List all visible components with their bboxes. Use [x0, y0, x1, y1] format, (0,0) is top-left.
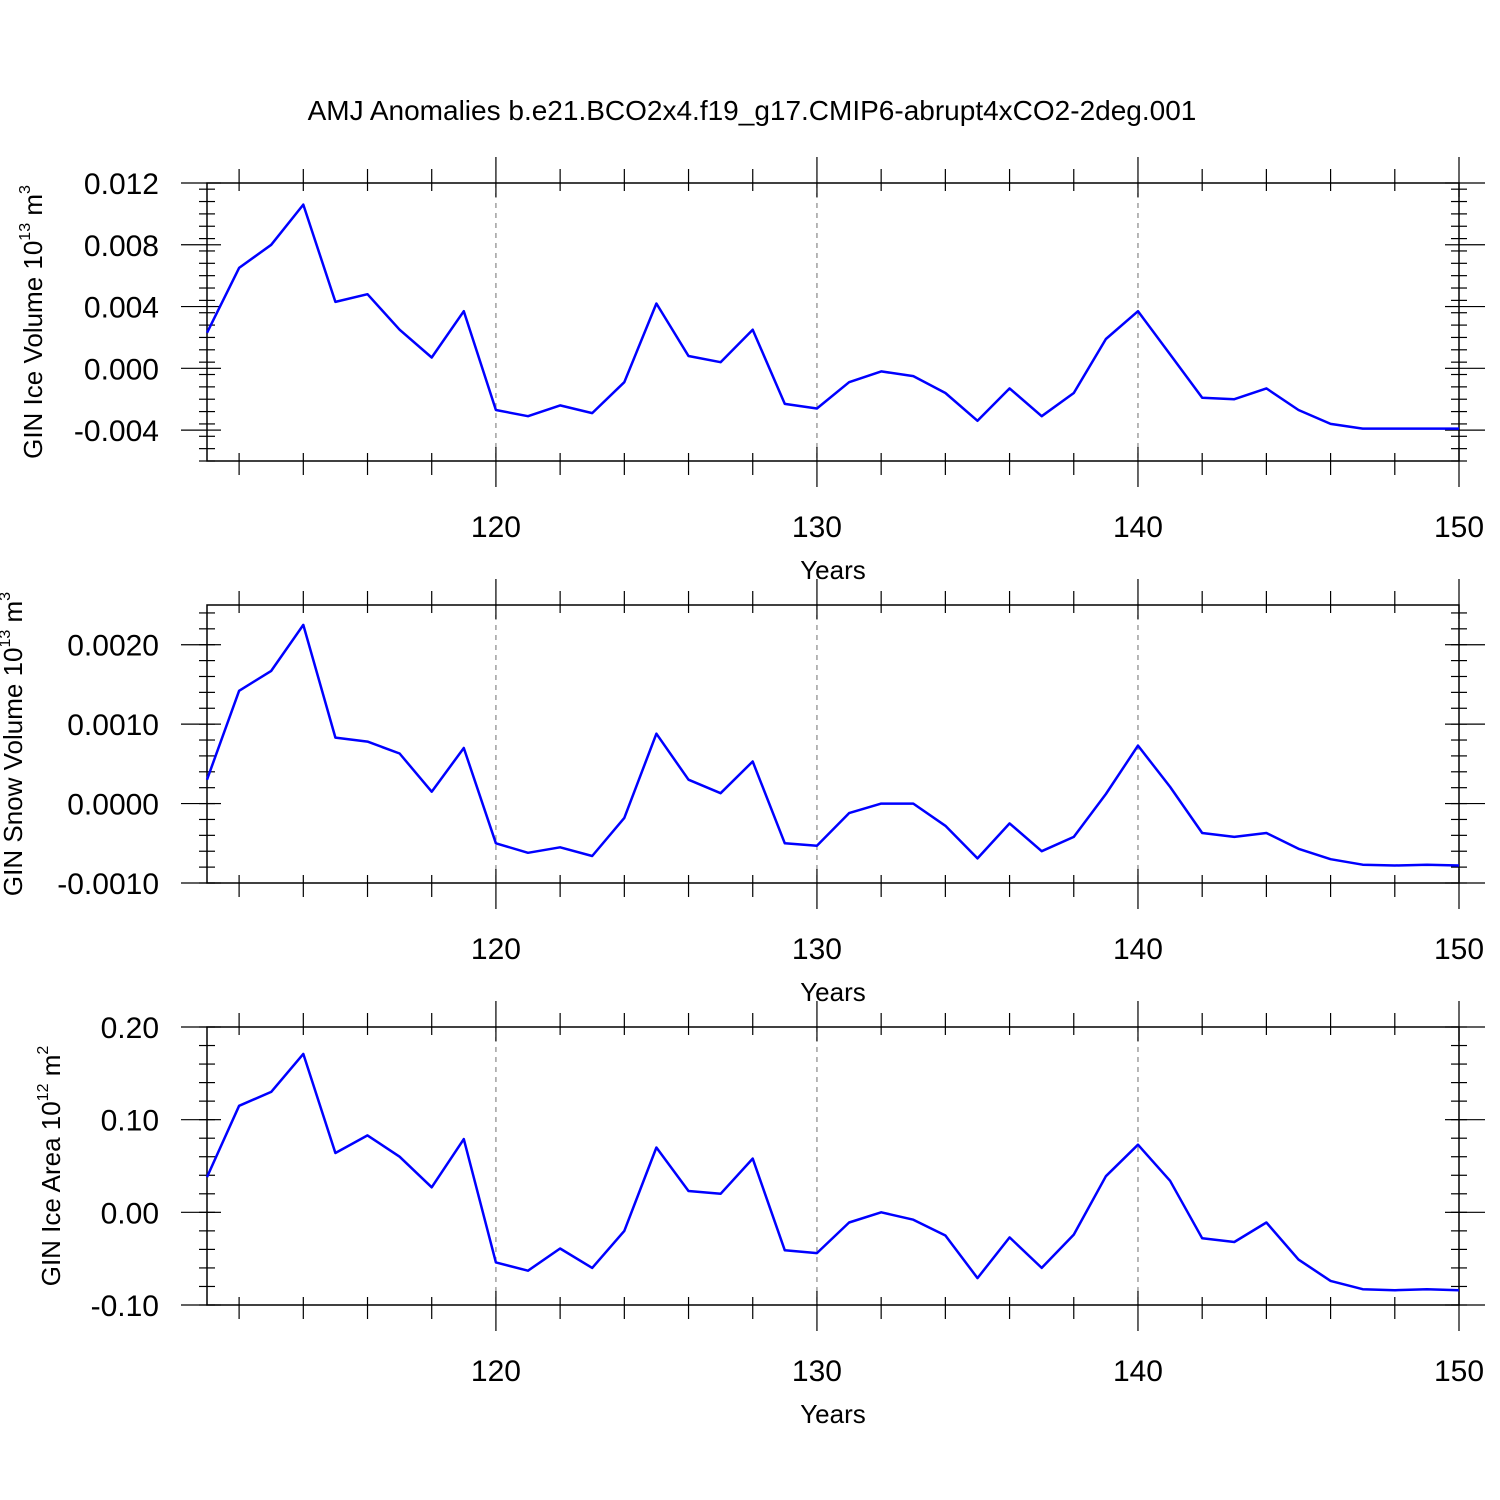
ice-volume-y-tick-label: 0.008	[84, 230, 159, 263]
snow-volume-panel: 120 130 140 150 -0.0010 0.0000 0.0010 0.0020 Yea…	[0, 579, 1485, 1007]
snow-volume-y-tick-label: 0.0020	[67, 630, 159, 663]
ice-area-x-tick-label: 130	[792, 1355, 842, 1388]
ice-area-series-line	[205, 1052, 1460, 1292]
ice-area-y-axis-label: GIN Ice Area 1012 m2	[35, 1046, 66, 1287]
ice-volume-minor-ticks	[199, 169, 1467, 475]
ice-volume-y-tick-label: -0.004	[74, 415, 159, 448]
ice-area-y-tick-label: 0.20	[101, 1012, 159, 1045]
ice-area-plot-frame	[206, 1026, 1460, 1306]
snow-volume-y-tick-label: -0.0010	[57, 868, 159, 901]
ice-volume-y-tick-label: 0.000	[84, 353, 159, 386]
snow-volume-y-axis-label: GIN Snow Volume 1013 m3	[0, 592, 28, 896]
ice-area-x-tick-label: 150	[1434, 1355, 1484, 1388]
snow-volume-plot-frame	[206, 604, 1460, 884]
snow-volume-x-tick-label: 150	[1434, 933, 1484, 966]
ice-volume-y-axis-label: GIN Ice Volume 1013 m3	[17, 185, 48, 459]
snow-volume-y-tick-label: 0.0000	[67, 789, 159, 822]
ice-volume-x-tick-label: 150	[1434, 511, 1484, 544]
snow-volume-x-tick-label: 140	[1113, 933, 1163, 966]
ice-volume-y-tick-label: 0.004	[84, 292, 159, 325]
ice-volume-panel: 120 130 140 150 -0.004 0.000 0.004 0.008 0.012 Ye…	[17, 157, 1485, 585]
figure-title: AMJ Anomalies b.e21.BCO2x4.f19_g17.CMIP6…	[308, 95, 1197, 126]
snow-volume-x-tick-label: 120	[471, 933, 521, 966]
ice-volume-x-tick-label: 120	[471, 511, 521, 544]
snow-volume-x-axis-label: Years	[800, 977, 866, 1007]
ice-area-panel: 120 130 140 150 -0.10 0.00 0.10 0.20 Years GIN Ic…	[35, 1001, 1485, 1429]
ice-area-x-tick-label: 120	[471, 1355, 521, 1388]
ice-volume-y-tick-label: 0.012	[84, 168, 159, 201]
snow-volume-x-tick-label: 130	[792, 933, 842, 966]
ice-area-minor-ticks	[199, 1013, 1467, 1319]
snow-volume-y-tick-label: 0.0010	[67, 709, 159, 742]
snow-volume-series-line	[205, 623, 1460, 867]
ice-area-x-axis-label: Years	[800, 1399, 866, 1429]
ice-area-x-tick-label: 140	[1113, 1355, 1163, 1388]
ice-volume-plot-frame	[206, 182, 1460, 462]
ice-volume-x-tick-label: 140	[1113, 511, 1163, 544]
ice-volume-series-line	[205, 203, 1459, 430]
ice-area-y-tick-label: 0.00	[101, 1197, 159, 1230]
ice-volume-x-axis-label: Years	[800, 555, 866, 585]
ice-volume-x-tick-label: 130	[792, 511, 842, 544]
snow-volume-minor-ticks	[199, 591, 1467, 897]
ice-area-y-tick-label: -0.10	[91, 1290, 159, 1323]
ice-area-y-tick-label: 0.10	[101, 1105, 159, 1138]
panels: 120 130 140 150 -0.004 0.000 0.004 0.008 0.012 Ye…	[0, 157, 1485, 1429]
